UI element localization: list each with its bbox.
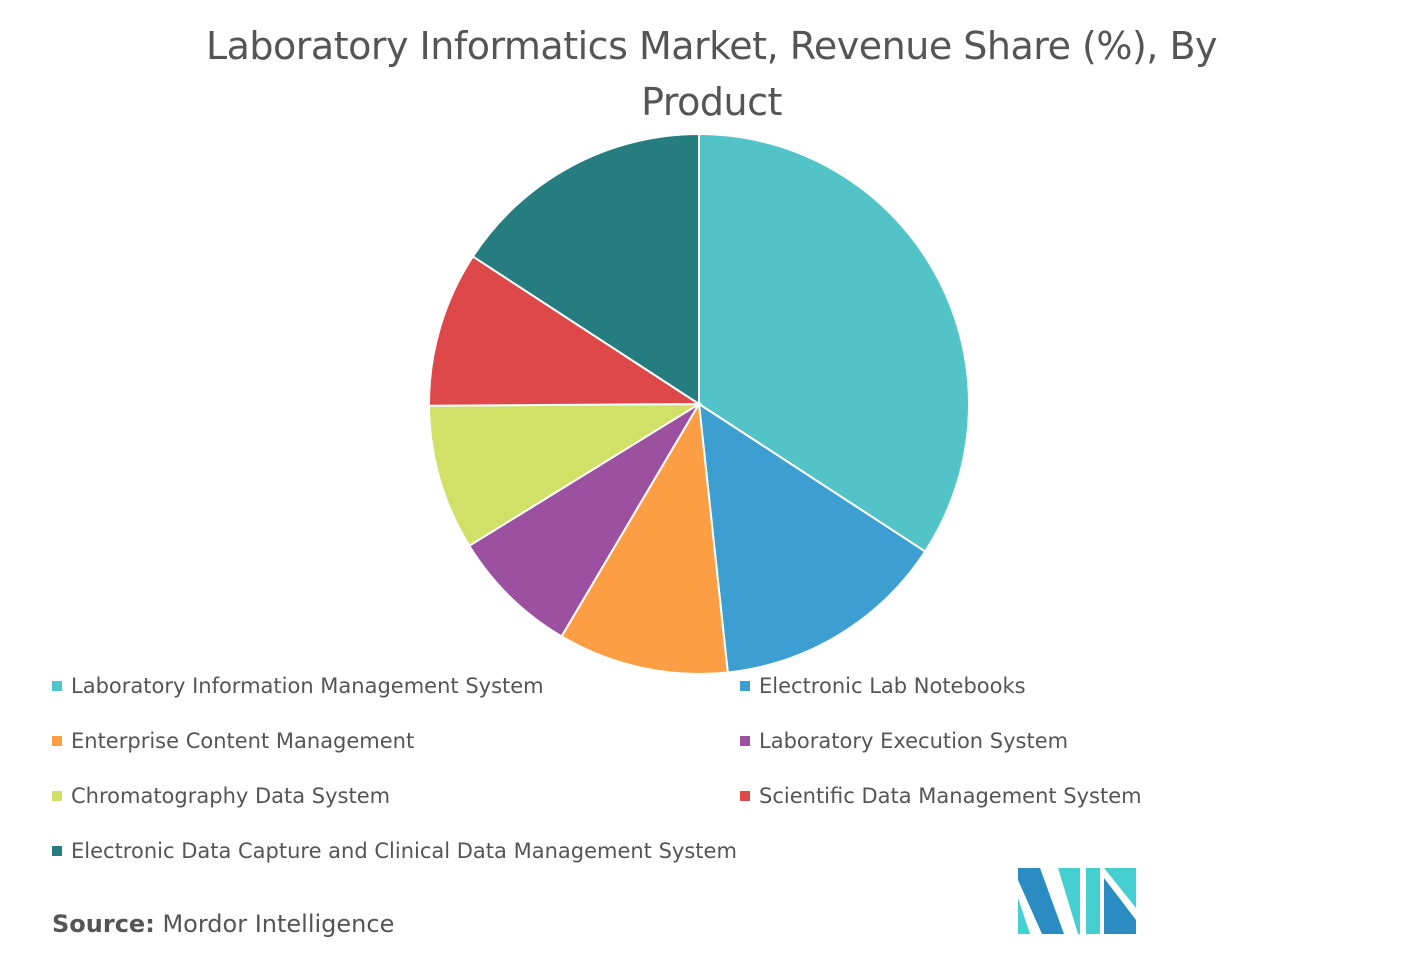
pie-slice-6: [471, 132, 700, 406]
pie-slice-2: [560, 400, 729, 675]
legend-swatch: [740, 791, 750, 801]
source-label: Source:: [52, 910, 155, 938]
mordor-logo: [1018, 868, 1136, 934]
legend-label: Scientific Data Management System: [759, 784, 1142, 808]
pie-slice-5: [428, 255, 703, 407]
legend-label: Laboratory Information Management System: [71, 674, 544, 698]
pie-slice-3: [467, 403, 700, 638]
legend-swatch: [52, 846, 62, 856]
source-note: Source: Mordor Intelligence: [52, 910, 394, 938]
chart-title: Laboratory Informatics Market, Revenue S…: [205, 24, 1218, 124]
legend-item: Enterprise Content Management: [52, 729, 414, 753]
legend-swatch: [740, 681, 750, 691]
pie-slice-1: [697, 402, 927, 674]
legend-swatch: [52, 681, 62, 691]
legend-label: Electronic Lab Notebooks: [759, 674, 1026, 698]
legend-item: Laboratory Information Management System: [52, 674, 544, 698]
legend-swatch: [52, 791, 62, 801]
legend-swatch: [740, 736, 750, 746]
pie-slice-4: [427, 402, 703, 548]
legend-item: Electronic Data Capture and Clinical Dat…: [52, 839, 737, 863]
legend-label: Chromatography Data System: [71, 784, 391, 808]
legend-label: Laboratory Execution System: [759, 729, 1069, 753]
legend-item: Chromatography Data System: [52, 784, 390, 808]
legend-swatch: [52, 736, 62, 746]
legend-label: Electronic Data Capture and Clinical Dat…: [71, 839, 737, 863]
legend-item: Laboratory Execution System: [740, 729, 1068, 753]
legend-item: Electronic Lab Notebooks: [740, 674, 1026, 698]
legend-item: Scientific Data Management System: [740, 784, 1142, 808]
legend-label: Enterprise Content Management: [71, 729, 415, 753]
pie-chart: [427, 132, 970, 675]
source-value: Mordor Intelligence: [162, 910, 395, 938]
